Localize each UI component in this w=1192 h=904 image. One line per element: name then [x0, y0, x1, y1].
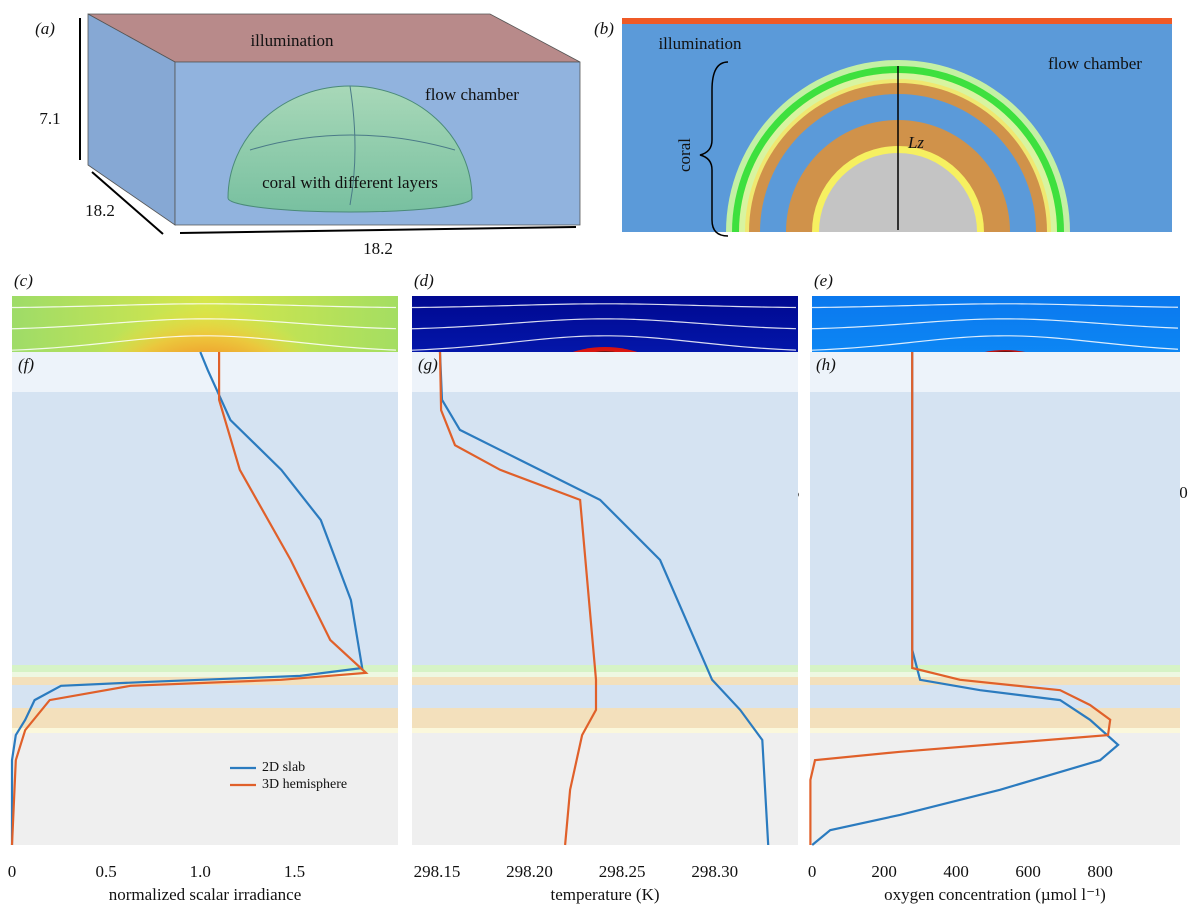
brace: [699, 61, 729, 237]
label: coral: [675, 138, 694, 172]
charts: (c)00.51.01.52.0normalized scalar irradi…: [8, 271, 1188, 904]
streamline: [812, 335, 1179, 351]
layer-band: [810, 352, 1180, 392]
profile-line: [438, 351, 770, 846]
panel-label: (d): [414, 271, 434, 290]
streamline: [12, 335, 397, 351]
layer-band: [810, 677, 1180, 685]
layer-band: [412, 685, 798, 708]
x-tick-label: 1.5: [284, 862, 305, 881]
layer-band: [12, 352, 398, 392]
legend-label: 2D slab: [262, 760, 305, 775]
label: illumination: [250, 31, 334, 50]
layer-band: [12, 733, 398, 845]
layer-band: [810, 392, 1180, 665]
streamline: [412, 335, 797, 351]
panel-label: (h): [816, 355, 836, 374]
label: flow chamber: [1048, 54, 1142, 73]
panel-label: (g): [418, 355, 438, 374]
streamline: [12, 303, 397, 309]
layer-band: [810, 685, 1180, 708]
profile-line: [10, 352, 369, 846]
layer-band: [12, 728, 398, 733]
streamline: [12, 318, 397, 330]
profile-line: [811, 352, 1120, 846]
panel-label: (c): [14, 271, 33, 290]
panel-label: (e): [814, 271, 833, 290]
layer-band: [12, 665, 398, 672]
label: Lz: [907, 133, 924, 152]
dimension: 18.2: [363, 239, 393, 258]
x-tick-label: 298.30: [691, 862, 738, 881]
layer-band: [810, 665, 1180, 672]
panel-label: (a): [35, 19, 55, 38]
hemisphere: [227, 85, 473, 213]
light-source: [622, 18, 1172, 24]
layer-band: [412, 733, 798, 845]
x-tick-label: 600: [1015, 862, 1041, 881]
x-tick-label: 0: [808, 862, 817, 881]
label: illumination: [658, 34, 742, 53]
streamline: [412, 318, 797, 330]
dimension: 7.1: [39, 109, 60, 128]
profile-line: [809, 352, 1112, 845]
streamline: [812, 303, 1179, 309]
layer-band: [412, 708, 798, 728]
layer-band: [412, 672, 798, 677]
axis-label: temperature (K): [550, 885, 659, 904]
panel-b: (b) illumination flow chamber coral Lz: [594, 18, 1172, 237]
layer-band: [412, 392, 798, 665]
panel-label: (f): [18, 355, 34, 374]
dimension: 18.2: [85, 201, 115, 220]
streamline: [412, 303, 797, 309]
x-tick-label: 0.5: [96, 862, 117, 881]
layer-band: [12, 677, 398, 685]
profile-line: [10, 351, 364, 845]
layer-band: [12, 708, 398, 728]
x-tick-label: 1.0: [190, 862, 211, 881]
x-tick-label: 200: [871, 862, 897, 881]
layer-band: [412, 352, 798, 392]
label: flow chamber: [425, 85, 519, 104]
layer-band: [412, 728, 798, 733]
x-tick-label: 800: [1087, 862, 1113, 881]
layer-band: [12, 672, 398, 677]
streamline: [812, 318, 1179, 330]
profile-line: [438, 351, 598, 846]
x-tick-label: 298.25: [599, 862, 646, 881]
coral-layers: [726, 60, 1070, 232]
dimension-arrows: [79, 18, 577, 235]
layer-band: [412, 677, 798, 685]
hemisphere-lines: [249, 85, 456, 206]
panel-a: (a) illumination flow chamber coral with…: [35, 13, 581, 258]
axis-label: normalized scalar irradiance: [109, 885, 302, 904]
layer-band: [412, 665, 798, 672]
layer-band: [810, 672, 1180, 677]
legend-label: 3D hemisphere: [262, 777, 347, 792]
layer-band: [810, 733, 1180, 845]
x-tick-label: 400: [943, 862, 969, 881]
x-tick-label: 298.15: [414, 862, 461, 881]
layer-band: [810, 728, 1180, 733]
label: coral with different layers: [262, 173, 438, 192]
panel-label: (b): [594, 19, 614, 38]
axis-label: oxygen concentration (µmol l⁻¹): [884, 885, 1106, 904]
layer-band: [810, 708, 1180, 728]
x-tick-label: 0: [8, 862, 17, 881]
layer-band: [12, 392, 398, 665]
x-tick-label: 298.20: [506, 862, 553, 881]
